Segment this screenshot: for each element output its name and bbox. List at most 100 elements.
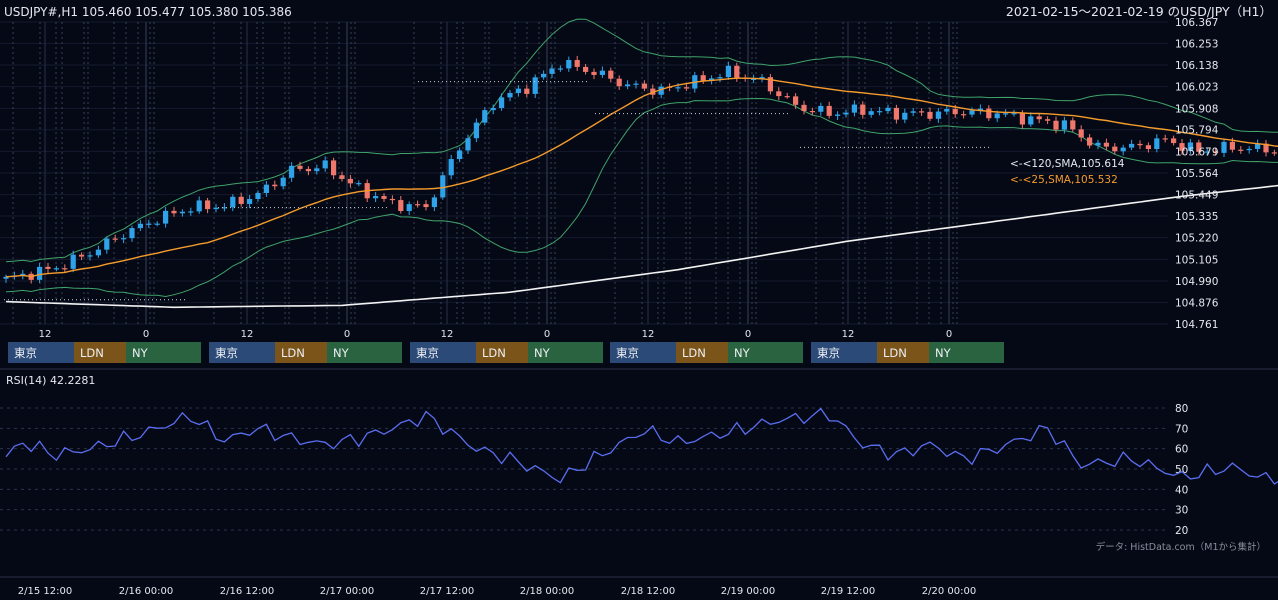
bollinger-lower <box>5 97 1278 298</box>
date-tick-label: 2/17 12:00 <box>420 586 474 597</box>
candlesticks <box>3 55 1277 284</box>
candle-body <box>196 200 202 212</box>
candle-body <box>280 177 286 187</box>
date-tick-label: 2/16 00:00 <box>119 586 173 597</box>
candle-body <box>79 254 85 257</box>
candle-body <box>515 88 521 93</box>
candle-body <box>1019 113 1025 125</box>
candle-body <box>902 112 908 120</box>
rsi-tick-label: 30 <box>1175 505 1188 517</box>
candle-body <box>885 107 891 112</box>
candle-body <box>272 184 278 187</box>
candle-body <box>465 138 471 151</box>
candle-body <box>1238 149 1244 151</box>
hour-axis: 12 0 12 0 12 0 12 0 12 0 <box>39 329 953 340</box>
session-block <box>410 342 476 363</box>
candle-body <box>826 105 832 116</box>
price-tick-label: 104.876 <box>1175 297 1219 309</box>
price-tick-label: 105.220 <box>1175 233 1218 245</box>
candle-body <box>1120 147 1126 152</box>
candle-body <box>868 111 874 115</box>
candle-body <box>1271 152 1277 154</box>
sma25-label: <-<25,SMA,105.532 <box>1010 174 1118 186</box>
sma25-line <box>5 77 1278 278</box>
candle-body <box>725 65 731 78</box>
candle-body <box>146 223 152 225</box>
hour-tick-label: 0 <box>143 329 149 340</box>
candle-body <box>1112 146 1118 152</box>
candle-body <box>87 255 93 257</box>
candle-body <box>994 113 1000 119</box>
candle-body <box>255 192 261 199</box>
candle-body <box>1129 143 1135 148</box>
bollinger-upper <box>5 18 1278 263</box>
rsi-tick-label: 60 <box>1175 444 1188 456</box>
price-tick-label: 106.023 <box>1175 82 1218 94</box>
hour-tick-label: 12 <box>39 329 52 340</box>
candle-body <box>1045 119 1051 121</box>
candle-body <box>1003 113 1009 115</box>
sma120-label: <-<120,SMA,105.614 <box>1010 158 1125 170</box>
candle-body <box>608 70 614 79</box>
candle-body <box>877 111 883 113</box>
candle-body <box>289 165 295 178</box>
candle-body <box>625 84 631 87</box>
session-label: 東京 <box>616 346 639 360</box>
date-tick-label: 2/18 00:00 <box>520 586 574 597</box>
price-tick-label: 106.253 <box>1175 38 1218 50</box>
candle-body <box>557 68 563 70</box>
date-axis: 2/15 12:00 2/16 00:00 2/16 12:00 2/17 00:00… <box>18 586 976 597</box>
rsi-tick-label: 80 <box>1175 403 1188 415</box>
candle-body <box>112 238 118 240</box>
candle-body <box>163 210 169 224</box>
rsi-tick-label: 40 <box>1175 484 1188 496</box>
price-tick-label: 106.138 <box>1175 60 1218 72</box>
hour-tick-label: 0 <box>544 329 550 340</box>
candle-body <box>179 211 185 214</box>
candle-body <box>566 60 572 69</box>
candle-body <box>1154 138 1160 150</box>
session-block <box>877 342 929 363</box>
date-tick-label: 2/20 00:00 <box>922 586 976 597</box>
candle-body <box>490 107 496 111</box>
session-block <box>327 342 402 363</box>
price-tick-label: 106.367 <box>1175 17 1218 29</box>
candle-body <box>347 178 353 184</box>
candle-body <box>381 196 387 199</box>
price-tick-label: 104.990 <box>1175 276 1218 288</box>
session-label: NY <box>333 346 350 360</box>
price-tick-label: 105.794 <box>1175 125 1219 137</box>
session-block <box>8 342 74 363</box>
candle-body <box>1221 141 1227 153</box>
candle-body <box>171 210 177 214</box>
candle-body <box>541 73 547 78</box>
candle-body <box>893 107 899 120</box>
date-tick-label: 2/17 00:00 <box>320 586 374 597</box>
candle-body <box>583 66 589 72</box>
price-axis: 106.367 106.253 106.138 106.023 105.908 105.7… <box>1175 17 1219 331</box>
candle-body <box>658 86 664 95</box>
sma120-line <box>5 184 1278 309</box>
session-label: 東京 <box>416 346 439 360</box>
candle-body <box>809 111 815 113</box>
rsi-tick-label: 70 <box>1175 423 1188 435</box>
candle-body <box>104 238 110 250</box>
candle-body <box>952 109 958 115</box>
candle-body <box>709 78 715 81</box>
candle-body <box>524 88 530 94</box>
candle-body <box>20 273 26 276</box>
session-label: 東京 <box>215 346 238 360</box>
candle-body <box>95 249 101 256</box>
candle-body <box>977 108 983 111</box>
hour-tick-label: 12 <box>842 329 855 340</box>
hour-tick-label: 12 <box>642 329 655 340</box>
candle-body <box>1087 137 1093 146</box>
candle-body <box>793 96 799 105</box>
hour-tick-label: 12 <box>441 329 454 340</box>
candle-body <box>457 150 463 160</box>
session-label: 東京 <box>817 346 840 360</box>
candle-body <box>1095 142 1101 146</box>
candle-body <box>129 228 135 239</box>
